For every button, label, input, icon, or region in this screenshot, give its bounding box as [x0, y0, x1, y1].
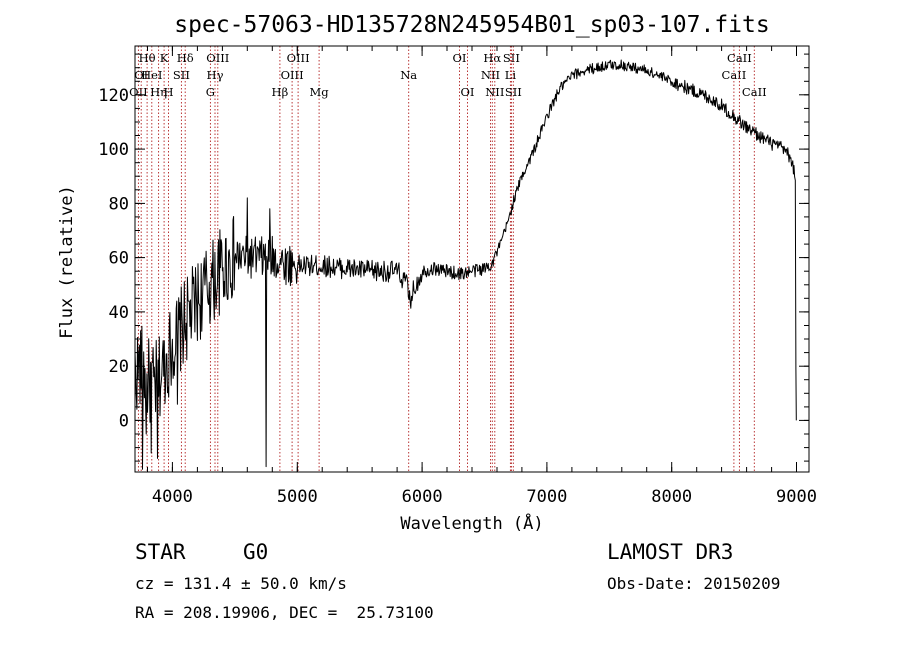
x-tick-label: 7000 [526, 487, 567, 507]
line-marker-label: Hα [483, 51, 501, 65]
line-marker-label: SII [503, 51, 520, 65]
line-marker-label: Hη [150, 85, 167, 99]
line-marker-label: CaII [722, 68, 747, 82]
line-marker-label: Hβ [272, 85, 289, 99]
spectrum-series [134, 59, 797, 470]
line-marker-label: OIII [287, 51, 310, 65]
line-marker-label: NII [481, 68, 500, 82]
line-marker-label: Hθ [139, 51, 156, 65]
line-marker-label: Na [400, 68, 417, 82]
y-tick-label: 0 [119, 411, 129, 431]
line-marker-label: OIII [281, 68, 304, 82]
y-axis-label: Flux (relative) [57, 185, 77, 339]
line-marker-label: Li [505, 68, 517, 82]
survey-name: LAMOST DR3 [607, 540, 734, 564]
x-tick-label: 5000 [277, 487, 318, 507]
line-marker-label: G [206, 85, 215, 99]
line-marker-label: Mg [310, 85, 330, 99]
y-tick-label: 120 [98, 86, 129, 106]
line-marker-label: HeI [141, 68, 162, 82]
redshift-readout: cz = 131.4 ± 50.0 km/s [135, 574, 347, 593]
y-tick-label: 40 [109, 303, 129, 323]
line-marker-label: Hδ [177, 51, 194, 65]
line-marker-label: OIII [206, 51, 229, 65]
x-tick-label: 8000 [651, 487, 692, 507]
y-tick-label: 60 [109, 249, 129, 269]
x-tick-label: 9000 [776, 487, 817, 507]
chart-title: spec-57063-HD135728N245954B01_sp03-107.f… [174, 12, 769, 38]
emission-line-markers: OIIOIHθHeIHηKHSIIHδGHγOIIIHβOIIIOIIIMgNa… [129, 46, 767, 472]
spectral-subclass: G0 [243, 540, 269, 564]
object-class: STAR [135, 540, 186, 564]
line-marker-label: H [163, 85, 173, 99]
line-marker-label: OI [134, 68, 148, 82]
y-tick-label: 100 [98, 140, 129, 160]
plot-frame [134, 45, 810, 473]
x-tick-label: 6000 [402, 487, 443, 507]
line-marker-label: SII [505, 85, 522, 99]
x-tick-label: 4000 [152, 487, 193, 507]
line-marker-label: CaII [742, 85, 767, 99]
coordinates-readout: RA = 208.19906, DEC = 25.73100 [135, 603, 434, 622]
observation-date: Obs-Date: 20150209 [607, 574, 781, 593]
line-marker-label: OI [461, 85, 475, 99]
axes: 4000 5000 6000 7000 8000 9000 0 20 40 60 80 100 120 [98, 46, 817, 507]
line-marker-label: K [160, 51, 169, 65]
y-tick-label: 80 [109, 194, 129, 214]
x-axis-label: Wavelength (Å) [400, 512, 543, 534]
line-marker-label: CaII [727, 51, 752, 65]
line-marker-label: NII [485, 85, 504, 99]
line-marker-label: OI [453, 51, 467, 65]
line-marker-label: OII [129, 85, 148, 99]
line-marker-label: SII [173, 68, 190, 82]
spectrum-line [134, 59, 797, 470]
y-tick-label: 20 [109, 357, 129, 377]
line-marker-label: Hγ [207, 68, 224, 82]
